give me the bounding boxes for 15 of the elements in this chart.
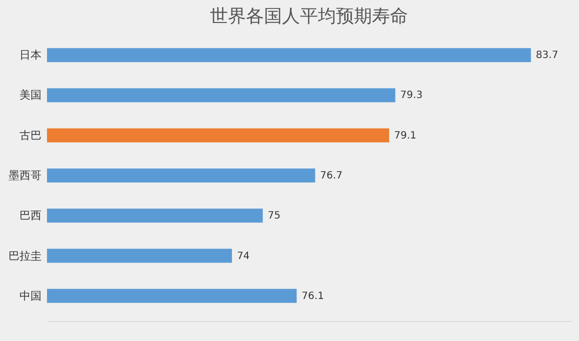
y-tick-label: 巴拉圭 <box>8 249 42 262</box>
data-label: 79.1 <box>394 130 416 142</box>
data-label: 75 <box>268 210 280 222</box>
data-label: 76.7 <box>320 170 342 182</box>
y-tick-label: 中国 <box>20 289 42 302</box>
y-tick-label: 墨西哥 <box>8 169 42 182</box>
y-tick-label: 古巴 <box>20 128 42 142</box>
y-tick-label: 美国 <box>20 88 42 102</box>
data-label: 83.7 <box>536 50 558 62</box>
data-label: 79.3 <box>400 90 423 102</box>
data-label: 74 <box>236 250 250 262</box>
chart-title: 世界各国人平均预期寿命 <box>210 6 408 27</box>
data-label: 76.1 <box>302 290 324 302</box>
y-tick-label: 巴西 <box>20 209 42 222</box>
y-tick-label: 日本 <box>20 48 42 62</box>
